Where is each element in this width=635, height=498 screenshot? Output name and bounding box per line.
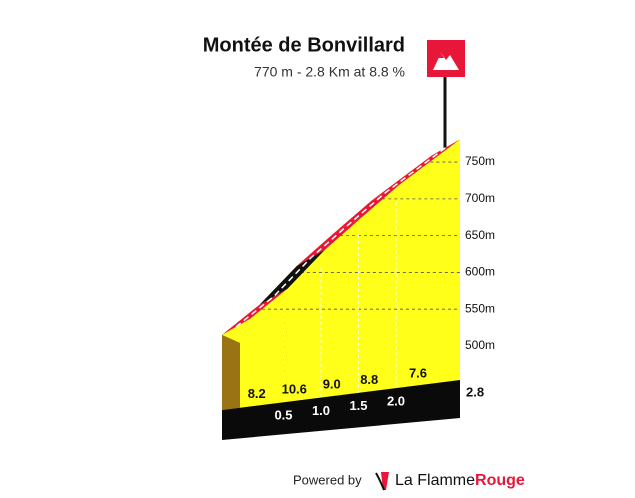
y-tick-label: 700m [465,191,495,205]
y-tick-label: 550m [465,301,495,315]
gradient-segment [372,139,460,201]
logo-stroke [375,472,385,491]
gradient-label: 9.0 [323,377,341,392]
gradient-segment [334,184,400,233]
chart-subtitle: 770 m - 2.8 Km at 8.8 % [254,64,405,80]
gradient-segment [297,216,363,266]
gradient-label: 8.8 [360,372,378,387]
y-tick-label: 500m [465,338,495,352]
y-tick-label: 650m [465,228,495,242]
x-tick-label: 0.5 [274,408,292,423]
x-tick-label: 2.0 [387,394,405,409]
profile-face [222,139,460,410]
x-tick-label: 1.0 [312,403,330,418]
x-tick-label: 1.5 [349,398,367,413]
distance-band [222,380,460,440]
flag [427,40,465,77]
brand-left: La Flamme [395,472,475,489]
chart-title: Montée de Bonvillard [203,34,405,56]
profile-side [222,334,240,410]
x-tick-label: 2.8 [466,384,484,399]
profile: 500m 550m 600m 650m 700m 750m 0.5 1.0 1.5 2.0 2.8 8… [222,139,495,440]
powered-by: Powered by [293,472,362,487]
elevation-line [235,146,447,328]
gradient-label: 7.6 [409,366,427,381]
brand-right: Rouge [475,472,525,489]
y-tick-label: 750m [465,154,495,168]
flag-snow [438,53,444,58]
y-tick-label: 600m [465,265,495,279]
brand: La FlammeRouge [395,472,525,489]
gradient-label: 8.2 [248,386,266,401]
gradient-label: 10.6 [282,381,307,396]
